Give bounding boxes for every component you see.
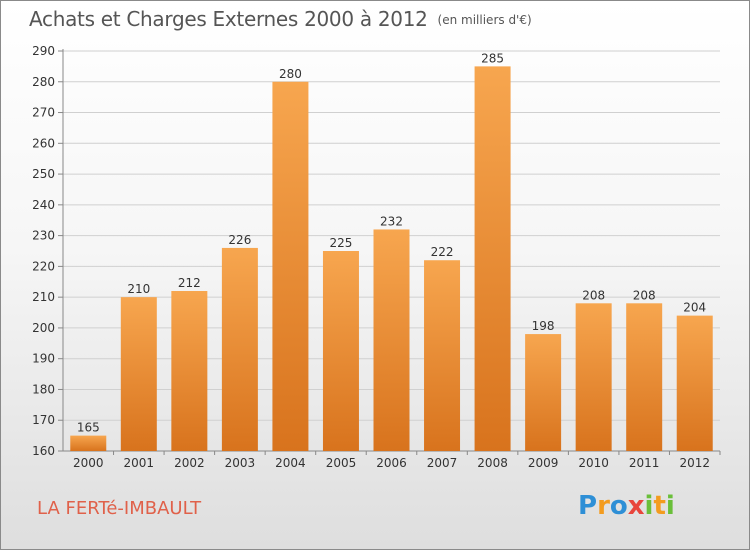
x-tick-label: 2007 <box>427 456 458 470</box>
x-tick-label: 2002 <box>174 456 205 470</box>
y-tick-label: 290 <box>32 44 55 58</box>
y-tick-label: 200 <box>32 321 55 335</box>
data-label: 222 <box>431 245 454 259</box>
y-tick-label: 160 <box>32 444 55 458</box>
logo-letter: P <box>578 491 598 521</box>
data-label: 210 <box>127 282 150 296</box>
x-tick-label: 2000 <box>73 456 104 470</box>
x-tick-label: 2008 <box>477 456 508 470</box>
data-label: 226 <box>228 233 251 247</box>
data-label: 208 <box>633 288 656 302</box>
y-tick-label: 280 <box>32 75 55 89</box>
x-tick-label: 2012 <box>679 456 710 470</box>
y-tick-label: 250 <box>32 167 55 181</box>
data-label: 165 <box>77 421 100 435</box>
logo-letter: i <box>665 491 675 521</box>
y-tick-label: 270 <box>32 106 55 120</box>
logo-letter: r <box>597 491 610 521</box>
x-tick-label: 2003 <box>225 456 256 470</box>
bar-2002 <box>171 291 208 451</box>
y-tick-label: 190 <box>32 352 55 366</box>
bar-2009 <box>525 334 562 451</box>
y-tick-label: 210 <box>32 290 55 304</box>
bar-2004 <box>272 81 309 452</box>
chart-title: Achats et Charges Externes 2000 à 2012 <box>29 7 428 31</box>
data-label: 280 <box>279 67 302 81</box>
bar-2001 <box>120 297 157 451</box>
data-label: 232 <box>380 214 403 228</box>
y-tick-label: 260 <box>32 136 55 150</box>
data-label: 212 <box>178 276 201 290</box>
bar-2010 <box>575 303 612 451</box>
x-tick-label: 2006 <box>376 456 407 470</box>
chart-unit-label: (en milliers d'€) <box>437 13 532 27</box>
bar-2003 <box>221 247 258 451</box>
y-tick-label: 240 <box>32 198 55 212</box>
x-tick-label: 2011 <box>629 456 660 470</box>
y-tick-label: 170 <box>32 413 55 427</box>
bar-2005 <box>322 251 359 451</box>
city-name: LA FERTé-IMBAULT <box>37 498 202 519</box>
x-tick-label: 2004 <box>275 456 306 470</box>
bar-2012 <box>676 315 713 451</box>
x-tick-labels: 2000 2001 2002 2003 2004 2005 2006 2007 2008 2009… <box>73 456 710 470</box>
logo-letter: t <box>653 491 666 521</box>
bar-2000 <box>70 435 107 451</box>
bar-2007 <box>424 260 461 451</box>
data-label: 225 <box>330 236 353 250</box>
bar-2011 <box>626 303 663 451</box>
data-label: 198 <box>532 319 555 333</box>
bars <box>70 66 713 452</box>
logo-letter: i <box>644 491 654 521</box>
chart-title-block: Achats et Charges Externes 2000 à 2012 (e… <box>29 7 532 31</box>
bar-2008 <box>474 66 511 451</box>
x-tick-label: 2009 <box>528 456 559 470</box>
y-tick-label: 180 <box>32 382 55 396</box>
x-tick-label: 2010 <box>578 456 609 470</box>
proxiti-logo: Proxiti <box>578 491 675 521</box>
y-tick-labels: 160 170 180 190 200 210 220 230 240 250 260 270 280 2… <box>32 44 55 458</box>
x-tick-label: 2005 <box>326 456 357 470</box>
data-label: 204 <box>683 301 706 315</box>
y-tick-label: 220 <box>32 259 55 273</box>
logo-letter: o <box>609 491 628 521</box>
x-tick-label: 2001 <box>124 456 155 470</box>
logo-letter: x <box>627 491 645 521</box>
y-tick-label: 230 <box>32 229 55 243</box>
bar-2006 <box>373 229 410 451</box>
data-labels: 165 210 212 226 280 225 232 222 285 198 208 208 204 <box>77 51 706 434</box>
data-label: 285 <box>481 51 504 65</box>
data-label: 208 <box>582 288 605 302</box>
